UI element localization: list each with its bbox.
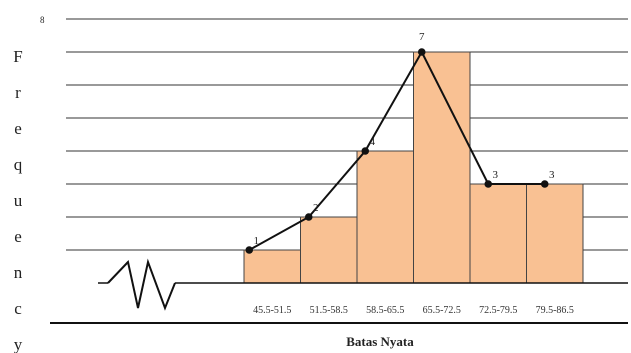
data-label: 7 [419, 31, 425, 43]
x-tick-label: 51.5-58.5 [310, 305, 348, 316]
y-axis-label-letter: c [14, 299, 22, 318]
data-label: 3 [493, 169, 499, 181]
y-axis-label-letter: e [14, 119, 22, 138]
x-tick-label: 58.5-65.5 [366, 305, 404, 316]
histogram-bars [243, 51, 584, 284]
y-axis-label-letter: q [14, 155, 23, 174]
polygon-point [484, 180, 493, 188]
polygon-point [245, 246, 254, 254]
data-label: 3 [549, 169, 555, 181]
frequency-polygon-line [248, 49, 545, 251]
y-axis-label-letter: e [14, 227, 22, 246]
axis-break-zigzag [107, 258, 176, 311]
y-axis-label-letter: F [13, 47, 22, 66]
histogram-bar [243, 249, 301, 284]
histogram-bar [526, 183, 584, 284]
y-axis-label-letter: r [15, 83, 21, 102]
histogram-bar [413, 51, 471, 284]
axes [50, 258, 628, 324]
x-tick-label: 65.5-72.5 [423, 305, 461, 316]
histogram-bar [469, 183, 527, 284]
y-axis-label-letter: y [14, 335, 23, 353]
polygon-point [417, 48, 426, 56]
x-axis-label: Batas Nyata [346, 334, 414, 349]
grid-lines [66, 18, 628, 251]
histogram-bar [356, 150, 414, 284]
x-tick-label: 45.5-51.5 [253, 305, 291, 316]
x-tick-label: 72.5-79.5 [479, 305, 517, 316]
y-tick-label-top: 8 [40, 15, 45, 25]
y-axis-label-letter: n [14, 263, 23, 282]
polygon-point [361, 147, 370, 155]
data-label: 1 [254, 235, 260, 247]
x-tick-label: 79.5-86.5 [536, 305, 574, 316]
y-axis-label-letter: u [14, 191, 23, 210]
data-labels: 1 2 4 7 3 3 45.5-51.5 51.5-58.5 58.5-65.5 65.5-72… [253, 31, 574, 316]
data-label: 4 [370, 136, 376, 148]
polygon-point [304, 213, 313, 221]
polygon-point [540, 180, 549, 188]
histogram-bar [300, 216, 358, 284]
frequency-polygon [245, 48, 549, 254]
data-label: 2 [313, 202, 319, 214]
